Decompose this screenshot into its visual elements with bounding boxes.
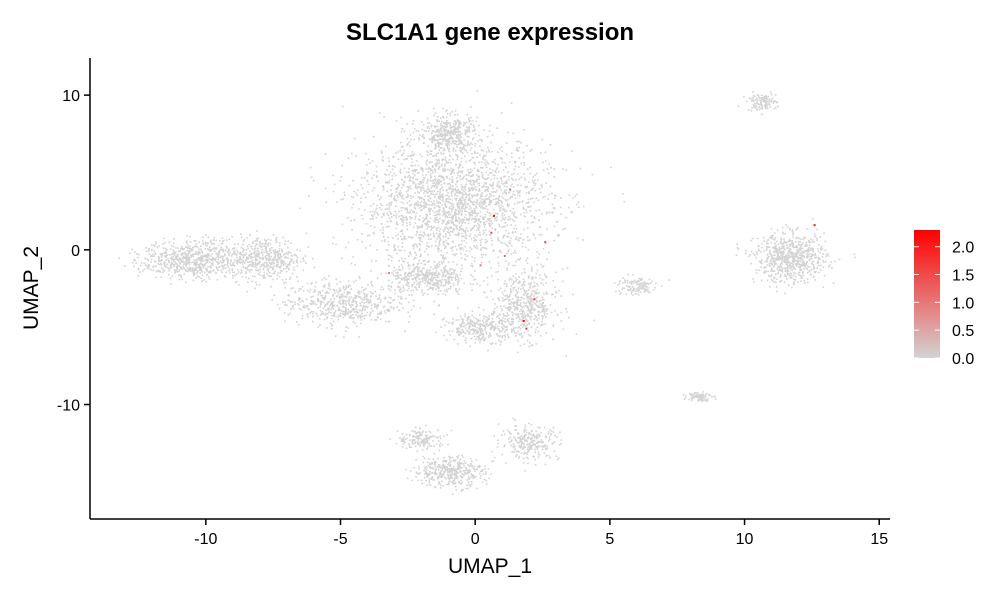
expressing-cell-point	[522, 320, 525, 322]
expressing-cell-point	[479, 264, 482, 267]
expressing-cell-point	[813, 224, 816, 227]
expressing-cells	[388, 188, 816, 330]
expressing-cell-point	[544, 241, 547, 244]
legend-label: 1.0	[952, 295, 974, 312]
y-tick-label: 0	[71, 243, 80, 260]
y-axis-title: UMAP_2	[20, 246, 43, 330]
expressing-cell-point	[525, 327, 528, 330]
x-axis-title: UMAP_1	[448, 555, 532, 578]
legend-label: 1.5	[952, 268, 974, 285]
expressing-cell-point	[388, 272, 390, 274]
x-tick-label: 15	[870, 531, 888, 548]
scatter-points	[118, 90, 856, 496]
x-tick-label: 0	[471, 531, 480, 548]
y-tick-label: 10	[62, 88, 80, 105]
x-tick-label: 5	[605, 531, 614, 548]
y-tick-label: -10	[57, 398, 80, 415]
expressing-cell-point	[493, 214, 495, 217]
legend-label: 0.0	[952, 351, 974, 368]
legend-label: 0.5	[952, 323, 974, 340]
y-axis-ticks: -10 0 10	[57, 88, 90, 415]
x-axis-ticks: -10 -5 0 5 10 15	[194, 519, 888, 548]
chart-title: SLC1A1 gene expression	[346, 19, 634, 46]
cell-points	[118, 90, 856, 496]
x-tick-label: -5	[333, 531, 347, 548]
legend-colorbar	[914, 230, 940, 358]
x-tick-label: 10	[736, 531, 754, 548]
expressing-cell-point	[509, 188, 512, 191]
expressing-cell-point	[490, 231, 493, 234]
color-legend: 2.0 1.5 1.0 0.5 0.0	[914, 230, 974, 368]
x-tick-label: -10	[194, 531, 217, 548]
expressing-cell-point	[533, 298, 536, 301]
legend-label: 2.0	[952, 240, 974, 257]
expressing-cell-point	[503, 255, 506, 257]
legend-ticks: 2.0 1.5 1.0 0.5 0.0	[914, 240, 974, 368]
